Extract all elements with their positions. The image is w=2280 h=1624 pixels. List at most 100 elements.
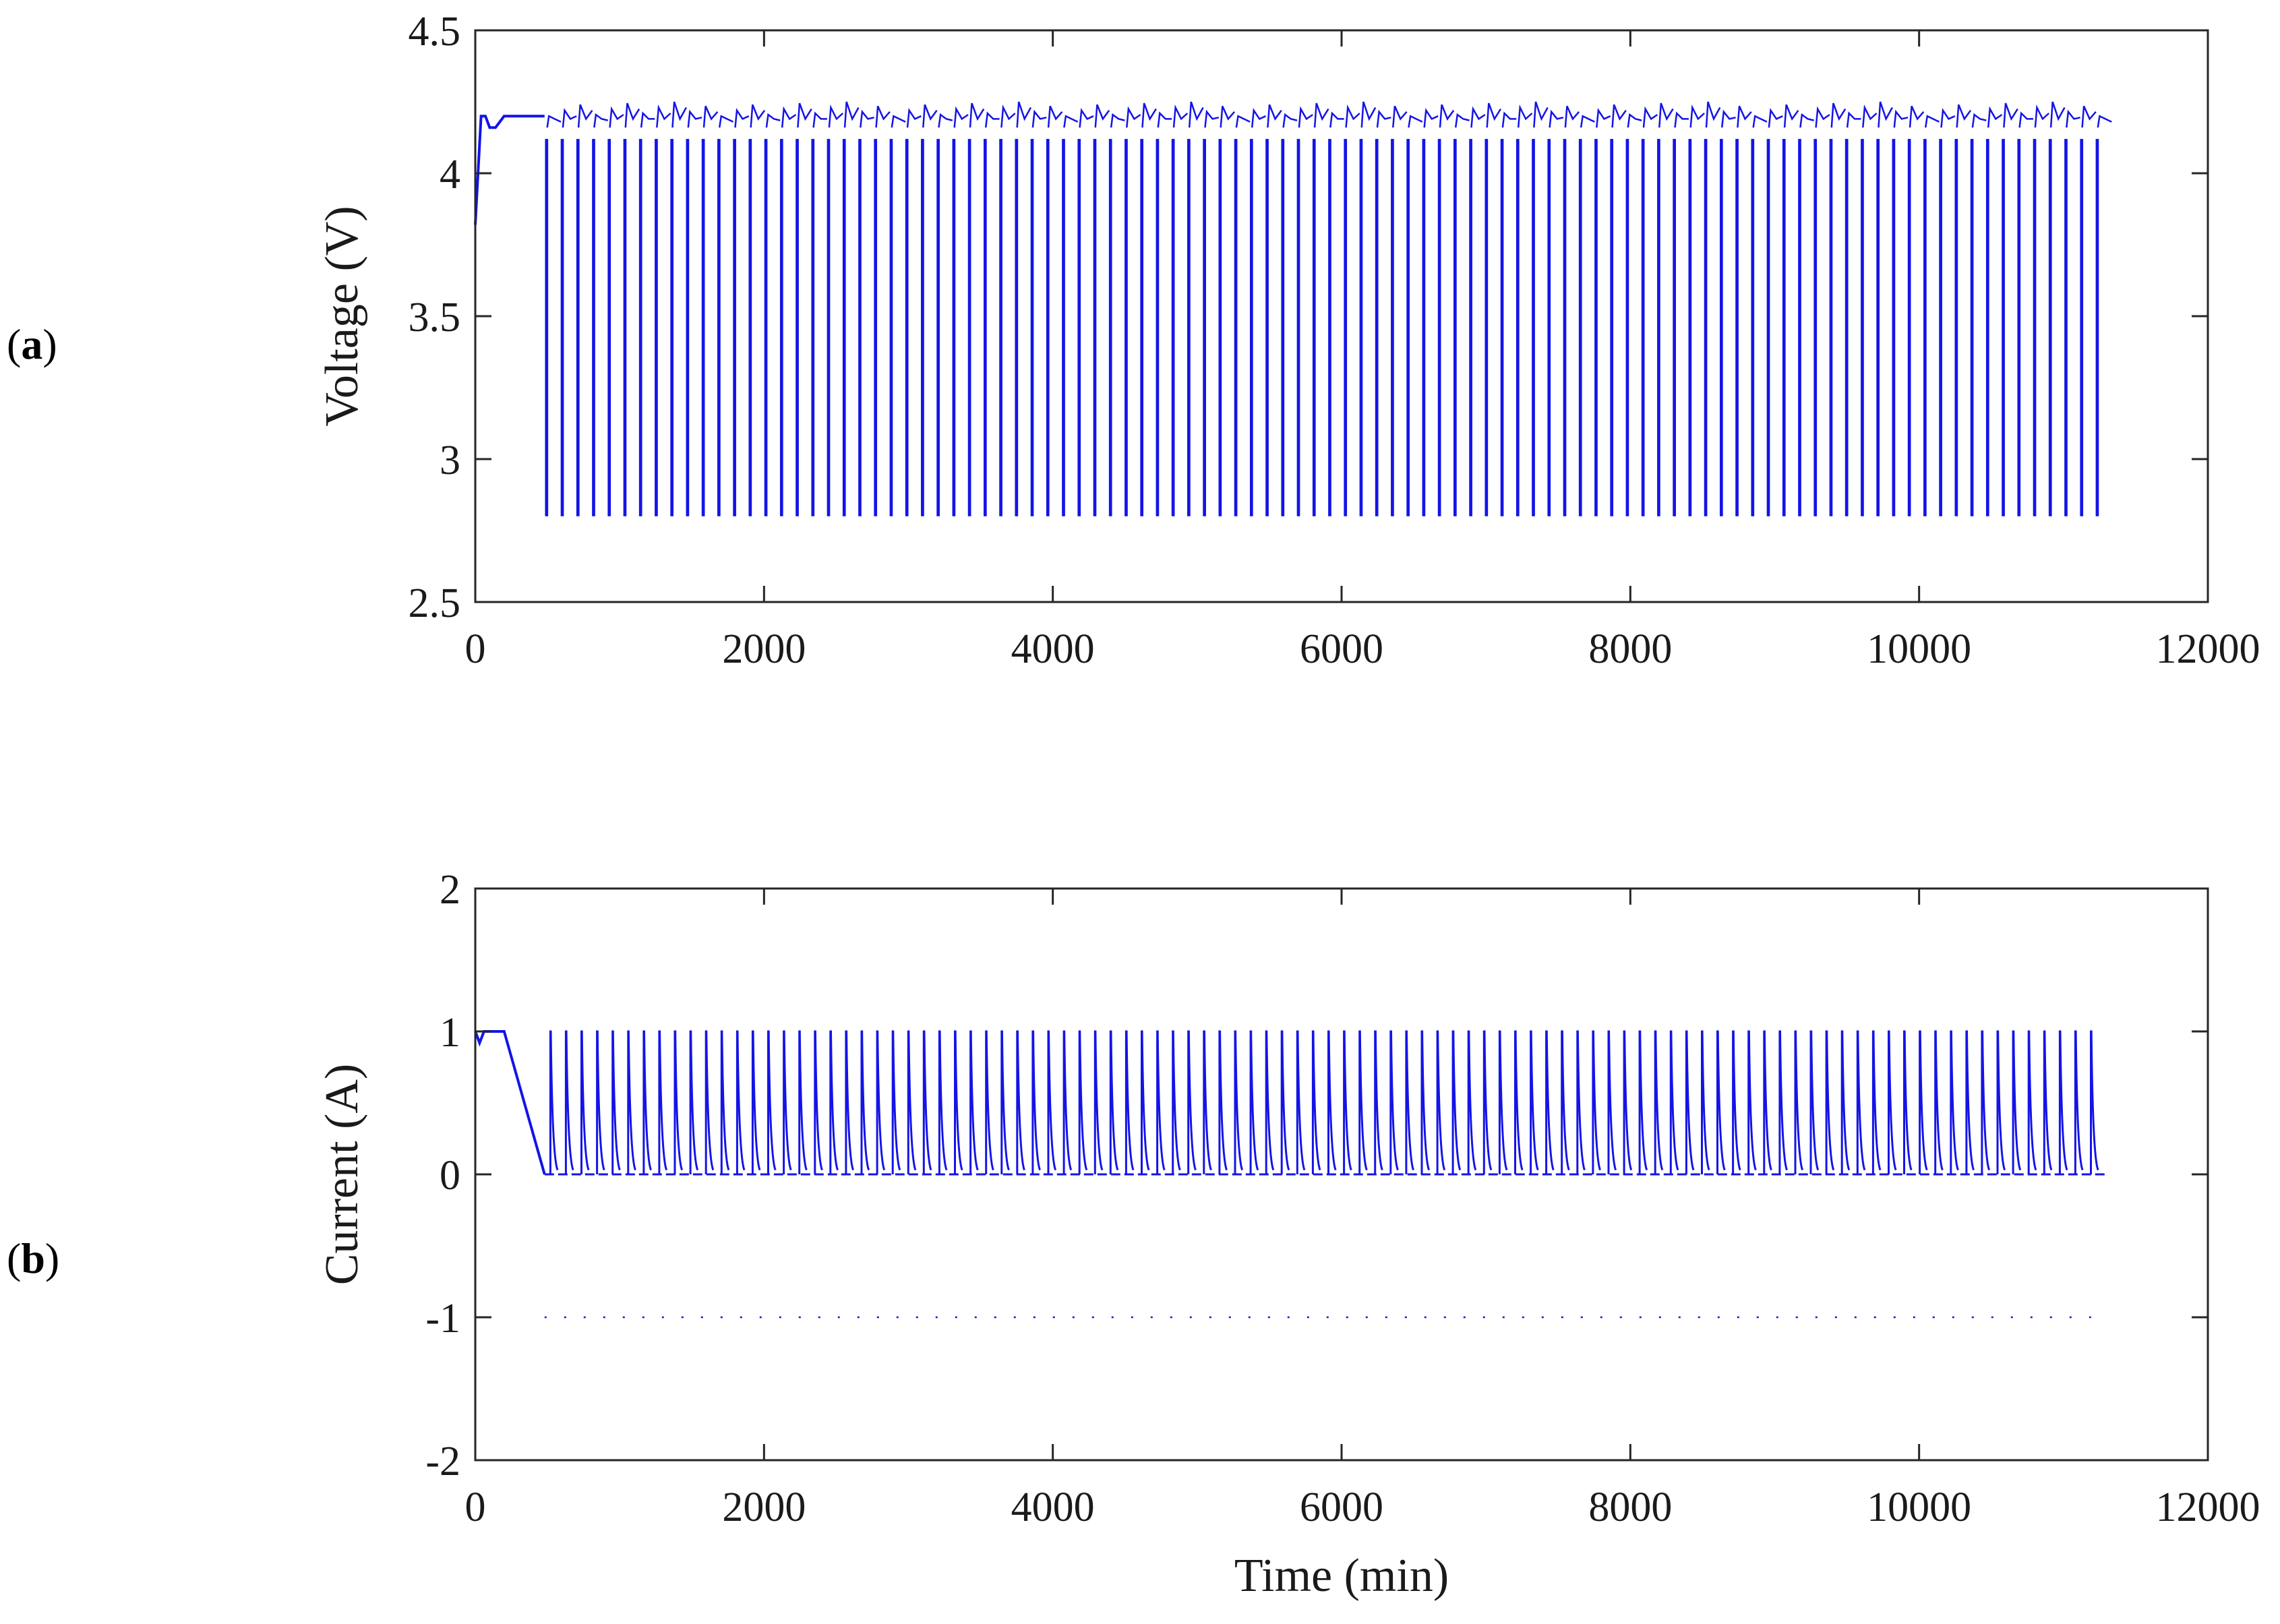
cycle-charge-bump (953, 106, 969, 128)
cycle-charge-bump (1830, 102, 1847, 128)
x-tick-label: 12000 (2156, 626, 2260, 672)
cycle-charge-bump (2081, 105, 2097, 128)
cycle-charge-pulse (1451, 1030, 1462, 1174)
cycle-charge-bump (828, 104, 844, 128)
cycle-charge-bump (2018, 111, 2033, 128)
cycle-charge-pulse (1592, 1030, 1602, 1174)
cycle-charge-pulse (798, 1030, 808, 1174)
cycle-charge-bump (1470, 106, 1486, 128)
cycle-charge-bump (1971, 113, 1987, 128)
cycle-charge-pulse (2012, 1030, 2022, 1174)
cycle-charge-bump (1313, 102, 1329, 128)
cycle-charge-bump (1282, 113, 1298, 128)
y-tick-label: 3.5 (409, 295, 461, 340)
cycle-charge-bump (1846, 111, 1861, 128)
cycle-charge-bump (1267, 104, 1282, 128)
cycle-charge-bump (1141, 102, 1157, 128)
cycle-charge-bump (1987, 106, 2003, 128)
cycle-charge-bump (1047, 105, 1063, 128)
cycle-charge-pulse (1654, 1030, 1664, 1174)
cycle-charge-bump (1439, 104, 1455, 128)
cycle-charge-pulse (720, 1030, 730, 1174)
cycle-charge-bump (1533, 101, 1549, 128)
cycle-charge-bump (1094, 104, 1110, 128)
cycle-charge-bump (1549, 109, 1564, 128)
cycle-charge-pulse (1498, 1030, 1508, 1174)
cycle-charge-bump (1815, 106, 1830, 128)
cycle-charge-bump (1235, 115, 1251, 128)
cycle-charge-bump (781, 106, 797, 128)
cycle-charge-pulse (689, 1030, 699, 1174)
voltage-ticks: 0 2000 4000 6000 8000 10000 12000 2.5 3 3.5 4 4.5 (409, 9, 2260, 672)
cycle-charge-pulse (1249, 1030, 1259, 1174)
cycle-charge-pulse (1062, 1030, 1073, 1174)
cycle-charge-bump (1016, 101, 1032, 128)
cycle-charge-pulse (1482, 1030, 1493, 1174)
cycle-charge-pulse (549, 1030, 559, 1174)
cycle-charge-bump (671, 101, 687, 128)
cycle-charge-pulse (985, 1030, 994, 1174)
cycle-charge-bump (2066, 109, 2080, 128)
x-tick-label: 2000 (722, 1484, 806, 1530)
cycle-charge-bump (1720, 109, 1736, 128)
cycle-charge-bump (1376, 109, 1391, 128)
x-tick-label: 4000 (1011, 626, 1095, 672)
cycle-charge-bump (1454, 113, 1470, 128)
series-initial-segment (474, 1030, 546, 1175)
cycle-charge-pulse (783, 1030, 792, 1174)
cycle-charge-pulse (1124, 1030, 1135, 1174)
cycle-charge-pulse (1638, 1030, 1648, 1174)
cycle-charge-pulse (1280, 1030, 1290, 1174)
x-tick-label: 6000 (1300, 626, 1383, 672)
cycle-charge-bump (1157, 111, 1172, 128)
cycle-charge-pulse (1716, 1030, 1726, 1174)
cycle-charge-pulse (1778, 1030, 1789, 1174)
voltage-series (474, 101, 2112, 516)
y-tick-label: 4 (440, 152, 460, 198)
x-tick-label: 6000 (1300, 1484, 1383, 1530)
cycle-charge-pulse (1203, 1030, 1212, 1174)
cycle-charge-bump (1940, 108, 1956, 128)
cycle-charge-pulse (1965, 1030, 1975, 1174)
cycle-charge-bump (765, 113, 781, 128)
y-tick-label: -2 (425, 1439, 460, 1484)
x-tick-label: 10000 (1867, 626, 1971, 672)
cycle-charge-bump (1188, 101, 1204, 128)
cycle-charge-bump (797, 102, 812, 128)
cycle-charge-bump (1878, 101, 1893, 128)
cycle-charge-pulse (1825, 1030, 1835, 1174)
cycle-charge-pulse (938, 1030, 948, 1174)
cycle-charge-pulse (1840, 1030, 1851, 1174)
cycle-charge-bump (562, 108, 577, 128)
cycle-charge-bump (624, 102, 640, 128)
cycle-charge-pulse (1747, 1030, 1757, 1174)
cycle-charge-bump (2003, 102, 2018, 128)
cycle-charge-bump (1517, 104, 1533, 128)
cycle-charge-pulse (829, 1030, 839, 1174)
cycle-charge-pulse (1078, 1030, 1088, 1174)
cycle-charge-pulse (2043, 1030, 2053, 1174)
cycle-charge-bump (1486, 102, 1502, 128)
cycle-charge-pulse (1265, 1030, 1275, 1174)
cycle-charge-pulse (1981, 1030, 1991, 1174)
y-tick-label: 1 (440, 1010, 460, 1056)
cycle-charge-pulse (1296, 1030, 1306, 1174)
current-series (474, 1030, 2107, 1319)
cycle-charge-bump (1658, 102, 1674, 128)
cycle-charge-pulse (1405, 1030, 1415, 1174)
cycle-charge-bump (1862, 104, 1878, 128)
cycle-charge-pulse (814, 1030, 823, 1174)
y-tick-label: 2.5 (409, 580, 461, 626)
cycle-charge-bump (640, 111, 655, 128)
cycle-charge-bump (656, 104, 671, 128)
cycle-charge-pulse (1763, 1030, 1772, 1174)
cycle-charge-bump (1689, 104, 1705, 128)
cycle-charge-pulse (1576, 1030, 1586, 1174)
voltage-y-axis-title: Voltage (V) (316, 206, 368, 426)
current-y-axis-title: Current (A) (316, 1064, 368, 1286)
cycle-charge-pulse (1732, 1030, 1741, 1174)
cycle-charge-bump (1752, 115, 1768, 128)
cycle-charge-pulse (642, 1030, 653, 1174)
x-tick-label: 4000 (1011, 1484, 1095, 1530)
